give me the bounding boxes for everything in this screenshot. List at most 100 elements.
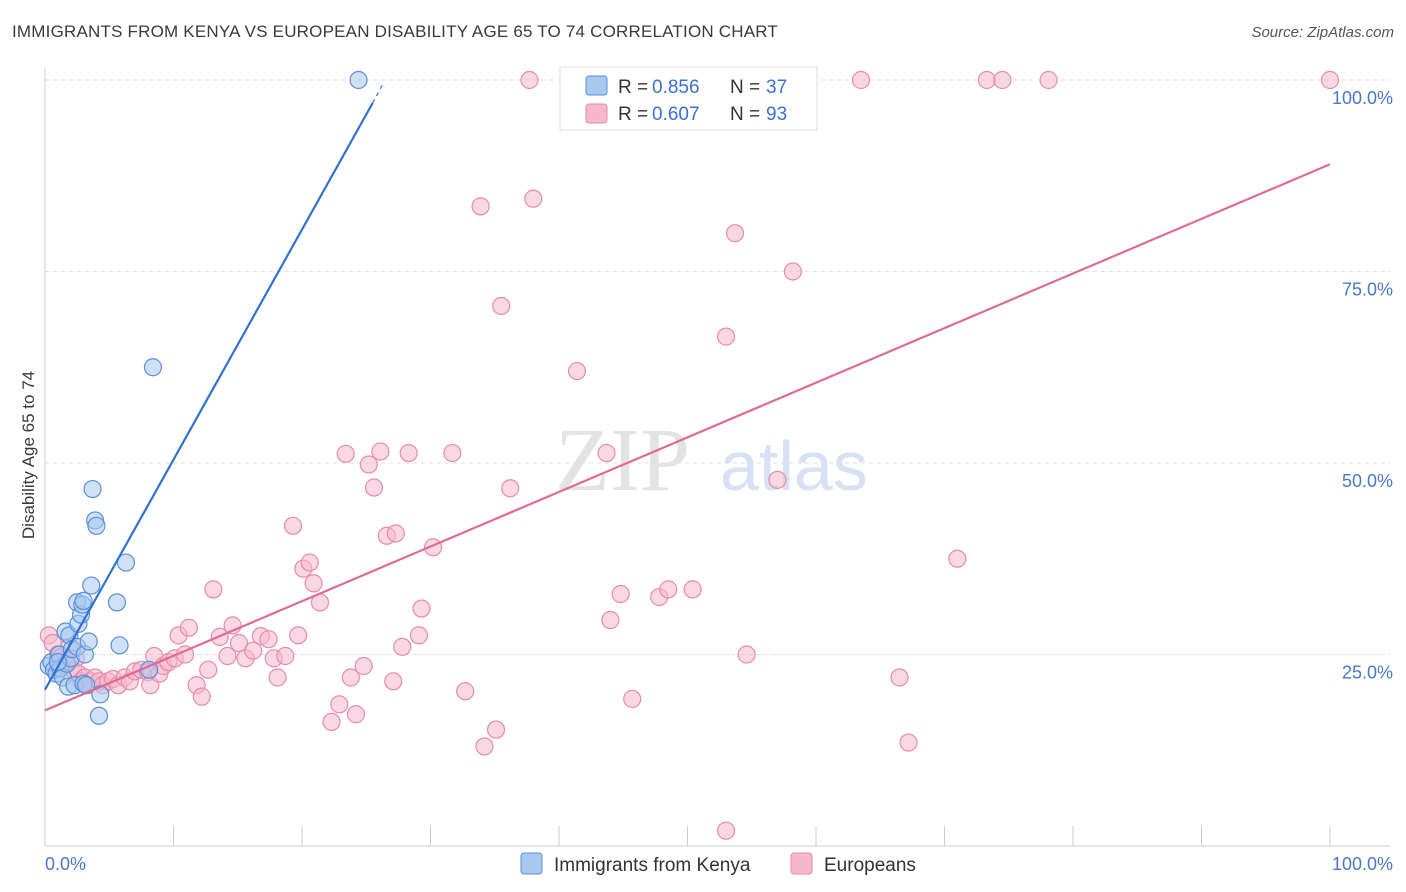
kenya-point	[349, 70, 368, 90]
y-tick-labels: 25.0% 50.0% 75.0% 100.0%	[1332, 88, 1393, 683]
europeans-point	[322, 712, 341, 732]
kenya-point	[83, 479, 102, 499]
europeans-point	[443, 443, 462, 463]
europeans-point	[268, 668, 287, 687]
europeans-point	[524, 189, 543, 208]
europeans-trend-line	[44, 163, 1331, 712]
europeans-point	[359, 455, 378, 474]
kenya-point	[87, 516, 106, 535]
correlation-legend: R = 0.856 N = 37 R = 0.607 N = 93	[559, 66, 818, 131]
europeans-point	[623, 689, 642, 709]
europeans-point	[276, 646, 295, 666]
watermark-zip: ZIP	[555, 411, 690, 510]
europeans-point	[1320, 70, 1340, 90]
europeans-point	[716, 327, 736, 346]
legend-label-kenya: Immigrants from Kenya	[554, 855, 751, 876]
series-legend: Immigrants from Kenya Europeans	[520, 852, 916, 876]
europeans-point	[1039, 70, 1058, 90]
europeans-point	[229, 633, 249, 653]
europeans-point	[520, 70, 539, 90]
europeans-point	[501, 479, 520, 498]
europeans-point	[977, 70, 997, 90]
europeans-point	[611, 584, 630, 604]
axes	[44, 68, 1390, 847]
europeans-point	[899, 733, 918, 752]
europeans-point	[492, 296, 511, 316]
europeans-point	[659, 580, 678, 599]
europeans-point	[948, 549, 967, 568]
legend-n-label-europeans: N =	[730, 104, 760, 125]
europeans-point	[330, 695, 349, 714]
chart-title: IMMIGRANTS FROM KENYA VS EUROPEAN DISABI…	[12, 22, 779, 41]
europeans-point	[244, 641, 263, 660]
europeans-point	[737, 645, 756, 664]
x-tick-label: 0.0%	[45, 854, 86, 874]
x-tick-labels: 0.0% 100.0%	[45, 854, 1393, 874]
europeans-point	[486, 720, 506, 739]
europeans-point	[384, 672, 403, 691]
europeans-point	[993, 70, 1012, 90]
kenya-point	[82, 576, 101, 595]
europeans-point	[412, 599, 431, 618]
europeans-point	[393, 637, 412, 656]
europeans-point	[304, 574, 323, 593]
europeans-point	[471, 197, 490, 216]
kenya-point	[74, 591, 93, 610]
kenya-trend-extension	[372, 83, 384, 104]
legend-r-label-europeans: R =	[618, 104, 648, 125]
kenya-point	[110, 636, 129, 655]
trend-lines	[44, 83, 1331, 712]
kenya-point	[116, 553, 136, 572]
europeans-point	[336, 444, 355, 463]
europeans-point	[283, 516, 303, 535]
europeans-point	[341, 668, 360, 687]
kenya-point	[143, 358, 163, 377]
kenya-trend-line	[44, 102, 374, 691]
legend-r-label-kenya: R =	[618, 77, 648, 98]
europeans-point	[597, 443, 616, 463]
europeans-point	[346, 705, 366, 724]
europeans-point	[768, 470, 787, 489]
europeans-point	[364, 478, 384, 497]
europeans-point	[199, 660, 218, 679]
legend-r-value-europeans: 0.607	[652, 104, 700, 125]
source-label: Source: ZipAtlas.com	[1251, 24, 1394, 41]
y-axis-label: Disability Age 65 to 74	[19, 371, 38, 539]
grid-lines	[45, 79, 1390, 655]
europeans-point	[371, 442, 390, 461]
y-tick-label: 25.0%	[1342, 663, 1393, 683]
legend-swatch-europeans-bottom	[790, 852, 813, 875]
europeans-point	[409, 626, 429, 645]
europeans-point	[601, 610, 620, 630]
europeans-point	[204, 580, 223, 599]
legend-r-value-kenya: 0.856	[652, 77, 700, 98]
europeans-point	[259, 630, 278, 649]
europeans-point	[851, 70, 871, 90]
legend-swatch-europeans	[585, 103, 608, 124]
europeans-point	[192, 687, 211, 706]
legend-label-europeans: Europeans	[824, 855, 916, 876]
europeans-point	[783, 262, 802, 281]
legend-swatch-kenya	[585, 75, 608, 96]
europeans-point	[179, 618, 199, 637]
europeans-point	[456, 682, 475, 701]
legend-n-label-kenya: N =	[730, 77, 760, 98]
europeans-point	[354, 656, 373, 676]
watermark-atlas: atlas	[720, 427, 868, 505]
y-tick-label: 100.0%	[1332, 88, 1393, 108]
europeans-point	[567, 361, 587, 381]
europeans-point	[475, 737, 494, 756]
europeans-point	[725, 224, 745, 243]
y-tick-label: 50.0%	[1342, 471, 1393, 491]
europeans-point	[300, 553, 319, 572]
legend-swatch-kenya-bottom	[520, 852, 543, 875]
europeans-point	[218, 646, 237, 666]
kenya-point	[89, 706, 109, 725]
legend-n-value-kenya: 37	[766, 77, 787, 98]
europeans-points	[39, 70, 1340, 840]
x-tick-label: 100.0%	[1332, 854, 1393, 874]
kenya-point	[107, 593, 127, 612]
europeans-point	[399, 443, 418, 463]
kenya-points	[39, 70, 368, 725]
